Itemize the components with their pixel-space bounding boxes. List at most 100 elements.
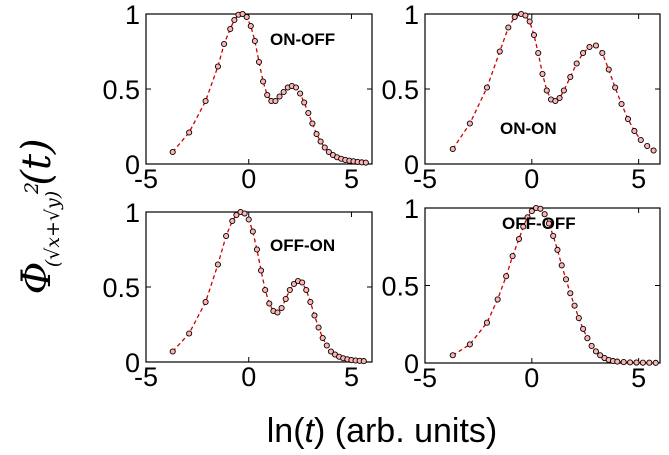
- y-tick-label: 0: [404, 349, 419, 379]
- data-point: [280, 88, 287, 96]
- data-point: [292, 84, 300, 91]
- data-point: [618, 100, 625, 108]
- y-axis-label-subscript: (√x+√y): [42, 191, 64, 267]
- y-axis-label: Φ (√x+√y) 2 (t): [14, 138, 64, 294]
- data-point: [466, 341, 473, 348]
- data-point: [597, 352, 604, 359]
- data-point: [511, 13, 518, 21]
- x-tick-label: -5: [134, 164, 158, 194]
- data-point: [449, 145, 456, 153]
- data-point: [573, 60, 580, 67]
- panel-frame: [424, 13, 661, 165]
- data-point: [571, 302, 578, 309]
- x-tick-label: -5: [413, 164, 437, 194]
- x-tick-label: 5: [631, 363, 646, 393]
- data-point: [286, 286, 293, 294]
- data-point: [505, 24, 512, 31]
- data-point: [543, 87, 550, 94]
- data-point: [231, 16, 238, 24]
- panel-annotation: OFF-OFF: [502, 214, 576, 233]
- data-point: [599, 49, 606, 57]
- y-tick-label: 1: [125, 198, 140, 228]
- data-point: [282, 295, 289, 303]
- data-point: [552, 97, 559, 105]
- data-point: [247, 22, 254, 30]
- data-point: [278, 304, 285, 312]
- x-tick-label: 5: [631, 164, 646, 194]
- data-point: [554, 246, 561, 253]
- data-point: [258, 267, 265, 274]
- data-point: [631, 127, 638, 135]
- data-point: [567, 290, 574, 297]
- data-point: [562, 276, 570, 283]
- data-point: [249, 228, 256, 235]
- data-point: [526, 18, 533, 25]
- data-point: [584, 335, 591, 342]
- y-axis-label-power: 2: [21, 182, 43, 195]
- data-point: [522, 12, 529, 19]
- y-tick-label: 1: [404, 0, 419, 30]
- data-point: [239, 10, 246, 18]
- data-point: [290, 280, 297, 288]
- y-tick-label: 0: [125, 348, 140, 378]
- data-point: [466, 120, 473, 127]
- data-point: [637, 136, 644, 144]
- data-point: [496, 48, 503, 55]
- data-point: [260, 78, 267, 85]
- data-point: [276, 93, 283, 100]
- data-point: [592, 42, 599, 49]
- data-point: [449, 352, 456, 359]
- y-tick-label: 0.5: [102, 273, 140, 303]
- data-point: [633, 359, 640, 366]
- data-point: [297, 90, 304, 97]
- data-point: [537, 205, 544, 212]
- data-point: [515, 235, 523, 243]
- data-point: [541, 211, 548, 218]
- data-point: [264, 91, 271, 99]
- data-point: [614, 358, 621, 365]
- data-point: [307, 298, 314, 306]
- data-point: [509, 252, 516, 260]
- data-point: [588, 342, 595, 350]
- data-point: [186, 129, 193, 136]
- panel-annotation: ON-ON: [500, 119, 557, 138]
- data-point: [494, 296, 501, 303]
- y-axis-label-argument: (t): [14, 138, 60, 185]
- x-tick-label: 5: [344, 362, 359, 392]
- data-point: [169, 148, 176, 156]
- data-point: [272, 97, 279, 105]
- data-point: [535, 49, 542, 57]
- data-point: [214, 261, 221, 268]
- y-tick-label: 1: [125, 0, 140, 30]
- panel-annotation: ON-OFF: [270, 30, 335, 49]
- y-tick-label: 0.5: [381, 272, 419, 302]
- data-point: [556, 94, 563, 102]
- data-point: [520, 223, 527, 230]
- panel-frame: [145, 13, 373, 165]
- data-point: [620, 359, 627, 366]
- y-tick-label: 1: [404, 194, 419, 224]
- data-point: [233, 211, 240, 219]
- panel-annotation: OFF-ON: [270, 236, 335, 255]
- data-point: [227, 25, 234, 33]
- data-point: [524, 214, 531, 221]
- data-point: [214, 63, 221, 70]
- y-axis-label-symbol: Φ: [14, 262, 60, 295]
- data-point: [627, 359, 634, 366]
- x-tick-label: 0: [241, 164, 256, 194]
- panel-frame: [145, 211, 373, 363]
- data-point: [612, 84, 619, 91]
- data-point: [299, 279, 306, 286]
- data-point: [545, 220, 552, 227]
- data-point: [580, 325, 587, 332]
- data-point: [251, 37, 258, 45]
- data-point: [223, 232, 230, 240]
- data-point: [303, 286, 310, 294]
- x-tick-label: 5: [344, 164, 359, 194]
- data-point: [325, 148, 332, 156]
- series-line: [172, 211, 364, 362]
